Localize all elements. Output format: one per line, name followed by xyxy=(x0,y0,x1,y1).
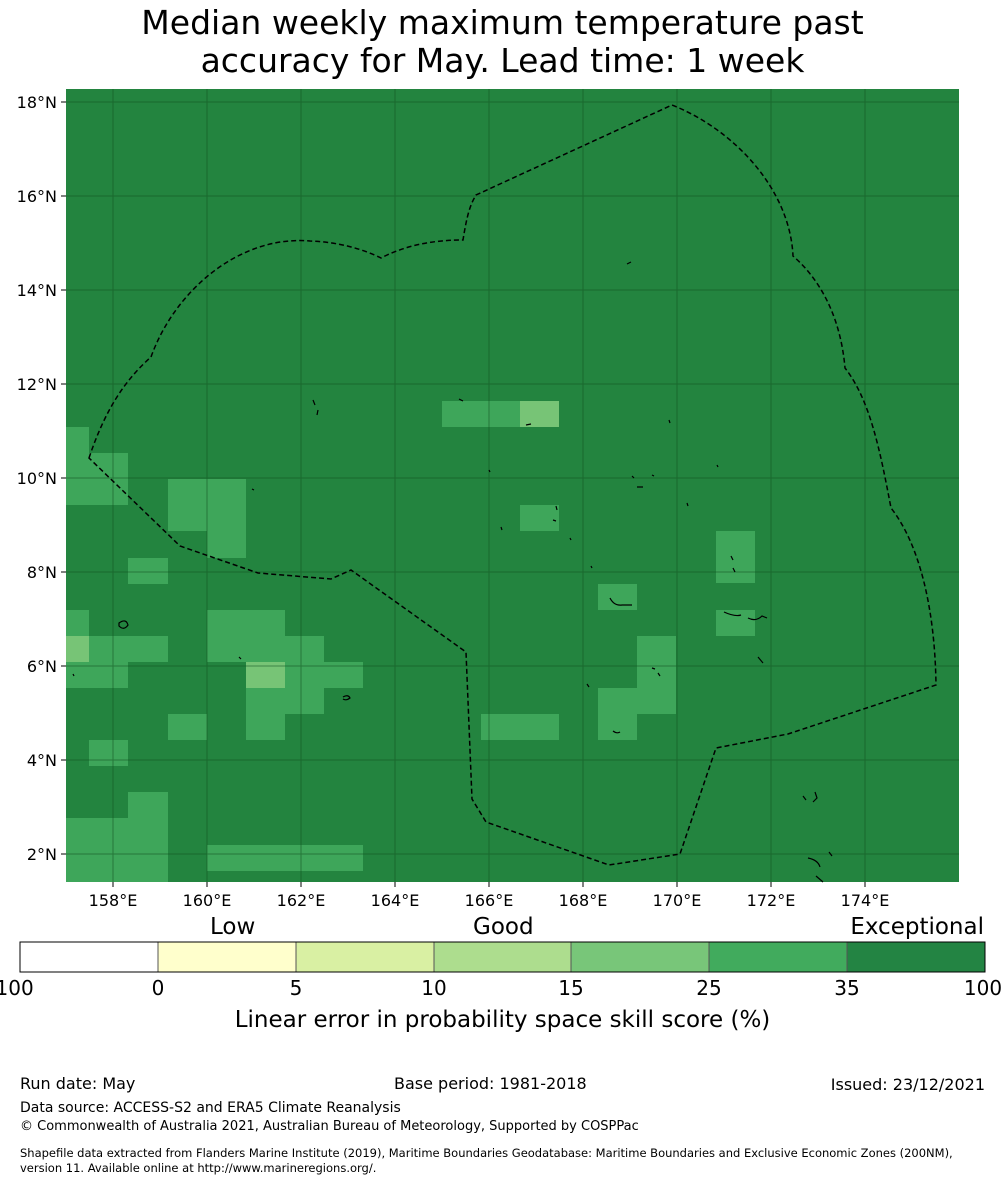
lat-tick-label: 16°N xyxy=(17,187,57,206)
shapefile-credit-line-1: Shapefile data extracted from Flanders M… xyxy=(20,1146,953,1160)
colorbar-label: Linear error in probability space skill … xyxy=(234,1007,771,1033)
lon-tick-label: 168°E xyxy=(559,891,608,910)
colorbar xyxy=(19,941,986,973)
colorbar-segment xyxy=(571,942,709,972)
colorbar-tick: 35 xyxy=(834,976,860,1000)
base-period: Base period: 1981-2018 xyxy=(394,1074,587,1093)
lon-tick-marks xyxy=(112,882,866,887)
colorbar-tick: 100 xyxy=(963,976,1003,1000)
lat-tick-label: 8°N xyxy=(27,563,57,582)
colorbar-tick: 5 xyxy=(289,976,303,1000)
shapefile-credit-line-2: version 11. Available online at http://w… xyxy=(20,1161,377,1175)
lat-tick-label: 14°N xyxy=(17,281,57,300)
lon-tick-label: 172°E xyxy=(747,891,796,910)
colorbar-segment xyxy=(847,942,985,972)
colorbar-tick: 25 xyxy=(696,976,722,1000)
copyright: © Commonwealth of Australia 2021, Austra… xyxy=(20,1119,639,1134)
lat-tick-label: 6°N xyxy=(27,657,57,676)
lon-tick-label: 166°E xyxy=(465,891,514,910)
colorbar-tick: 15 xyxy=(558,976,584,1000)
colorbar-tick: -100 xyxy=(0,976,34,1000)
lat-tick-label: 4°N xyxy=(27,751,57,770)
lat-tick-label: 12°N xyxy=(17,375,57,394)
colorbar-segment xyxy=(20,942,158,972)
eez-boundary xyxy=(88,104,937,866)
lat-tick-label: 2°N xyxy=(27,845,57,864)
lat-tick-label: 18°N xyxy=(17,93,57,112)
title-line-1: Median weekly maximum temperature past xyxy=(141,3,864,42)
shapefile-credit: Shapefile data extracted from Flanders M… xyxy=(20,1146,1005,1176)
colorbar-segment xyxy=(296,942,434,972)
islands xyxy=(72,261,833,883)
lon-tick-label: 160°E xyxy=(183,891,232,910)
colorbar-segment xyxy=(709,942,847,972)
lon-tick-label: 170°E xyxy=(653,891,702,910)
lat-tick-labels: 18°N 16°N 14°N 12°N 10°N 8°N 6°N 4°N 2°N xyxy=(17,93,57,864)
colorbar-category-exceptional: Exceptional xyxy=(850,914,984,940)
run-date: Run date: May xyxy=(20,1074,136,1093)
colorbar-category-good: Good xyxy=(473,914,534,940)
lon-tick-label: 162°E xyxy=(277,891,326,910)
map-title: Median weekly maximum temperature past a… xyxy=(0,4,1005,80)
lon-tick-label: 174°E xyxy=(841,891,890,910)
colorbar-segment xyxy=(158,942,296,972)
title-line-2: accuracy for May. Lead time: 1 week xyxy=(200,41,805,80)
issued-date: Issued: 23/12/2021 xyxy=(830,1075,985,1094)
data-source: Data source: ACCESS-S2 and ERA5 Climate … xyxy=(20,1100,401,1116)
map-gridlines xyxy=(66,89,959,882)
colorbar-tick: 10 xyxy=(421,976,447,1000)
lat-tick-marks xyxy=(61,101,66,855)
colorbar-tick: 0 xyxy=(151,976,165,1000)
lat-tick-label: 10°N xyxy=(17,469,57,488)
colorbar-category-low: Low xyxy=(210,914,256,940)
lon-tick-label: 164°E xyxy=(371,891,420,910)
lon-tick-labels: 158°E 160°E 162°E 164°E 166°E 168°E 170°… xyxy=(89,891,890,910)
colorbar-segment xyxy=(434,942,571,972)
lon-tick-label: 158°E xyxy=(89,891,138,910)
